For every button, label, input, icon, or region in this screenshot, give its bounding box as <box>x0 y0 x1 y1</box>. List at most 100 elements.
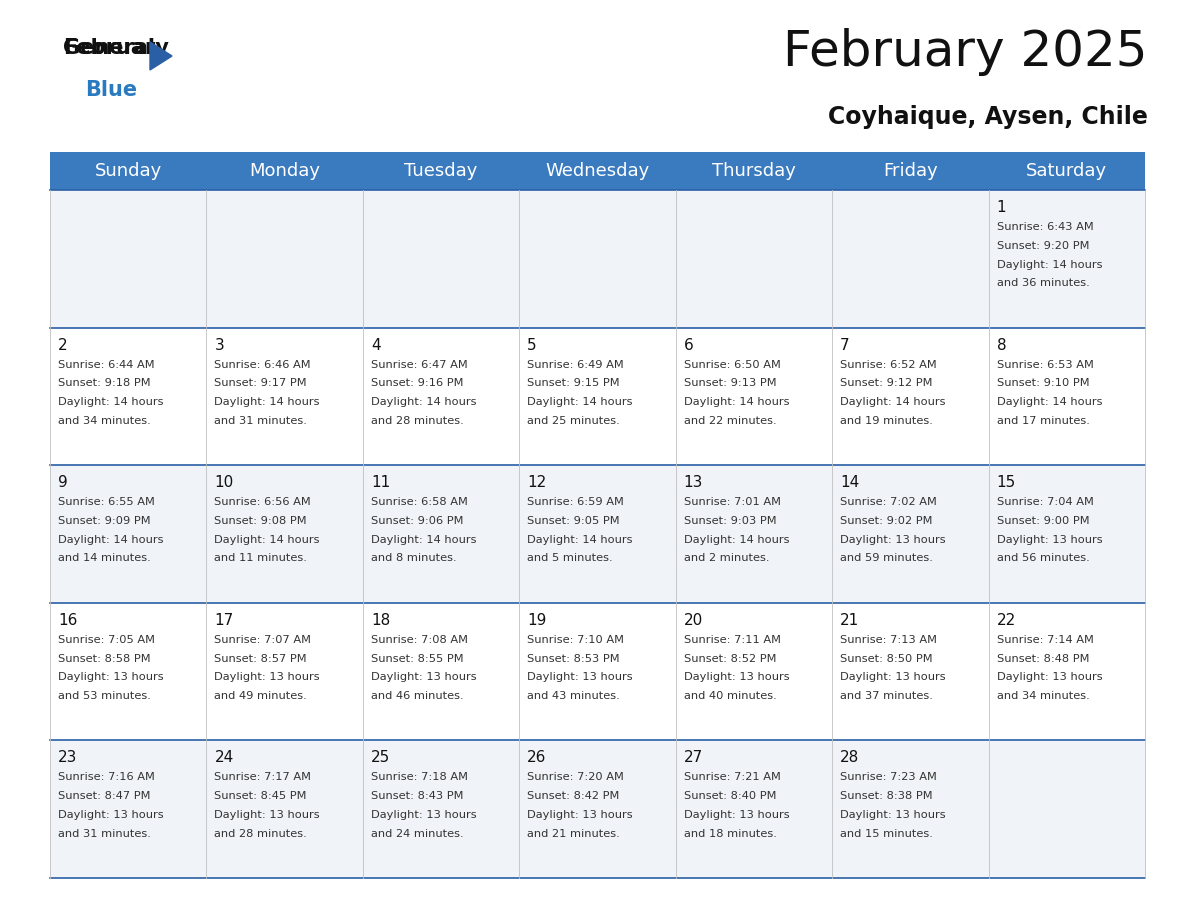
Text: 17: 17 <box>214 613 234 628</box>
Text: Sunset: 9:08 PM: Sunset: 9:08 PM <box>214 516 307 526</box>
Text: 9: 9 <box>58 476 68 490</box>
Text: February 2025: February 2025 <box>784 28 1148 76</box>
Text: Sunset: 9:02 PM: Sunset: 9:02 PM <box>840 516 933 526</box>
Text: Daylight: 13 hours: Daylight: 13 hours <box>58 672 164 682</box>
Text: Daylight: 13 hours: Daylight: 13 hours <box>58 810 164 820</box>
Text: 20: 20 <box>684 613 703 628</box>
Text: Sunset: 9:16 PM: Sunset: 9:16 PM <box>371 378 463 388</box>
Text: 11: 11 <box>371 476 390 490</box>
Text: General: General <box>63 38 154 58</box>
Text: 12: 12 <box>527 476 546 490</box>
Text: Sunrise: 6:56 AM: Sunrise: 6:56 AM <box>214 498 311 508</box>
Text: and 18 minutes.: and 18 minutes. <box>684 829 777 839</box>
Text: 2: 2 <box>58 338 68 353</box>
Text: Daylight: 14 hours: Daylight: 14 hours <box>527 397 633 407</box>
Polygon shape <box>150 42 172 70</box>
Text: and 21 minutes.: and 21 minutes. <box>527 829 620 839</box>
Bar <box>50 190 1145 328</box>
Text: 6: 6 <box>684 338 694 353</box>
Text: and 25 minutes.: and 25 minutes. <box>527 416 620 426</box>
Text: 15: 15 <box>997 476 1016 490</box>
Text: Sunset: 8:48 PM: Sunset: 8:48 PM <box>997 654 1089 664</box>
Text: February: February <box>63 38 169 58</box>
Text: Sunrise: 7:02 AM: Sunrise: 7:02 AM <box>840 498 937 508</box>
Text: Sunday: Sunday <box>95 162 162 180</box>
Text: Daylight: 13 hours: Daylight: 13 hours <box>840 810 946 820</box>
Text: Sunset: 8:38 PM: Sunset: 8:38 PM <box>840 791 933 801</box>
Text: Sunset: 9:10 PM: Sunset: 9:10 PM <box>997 378 1089 388</box>
Text: Daylight: 14 hours: Daylight: 14 hours <box>527 534 633 544</box>
Text: Daylight: 14 hours: Daylight: 14 hours <box>840 397 946 407</box>
Text: Sunrise: 6:47 AM: Sunrise: 6:47 AM <box>371 360 468 370</box>
Text: Sunset: 8:45 PM: Sunset: 8:45 PM <box>214 791 307 801</box>
Text: and 37 minutes.: and 37 minutes. <box>840 691 933 701</box>
Text: Sunset: 8:40 PM: Sunset: 8:40 PM <box>684 791 776 801</box>
Text: Sunrise: 7:17 AM: Sunrise: 7:17 AM <box>214 773 311 782</box>
Text: Sunrise: 6:58 AM: Sunrise: 6:58 AM <box>371 498 468 508</box>
Text: Tuesday: Tuesday <box>404 162 478 180</box>
Text: 28: 28 <box>840 750 859 766</box>
Text: 25: 25 <box>371 750 390 766</box>
Text: Monday: Monday <box>249 162 320 180</box>
Text: Sunset: 8:52 PM: Sunset: 8:52 PM <box>684 654 776 664</box>
Text: Saturday: Saturday <box>1026 162 1107 180</box>
Text: and 17 minutes.: and 17 minutes. <box>997 416 1089 426</box>
Text: Sunrise: 7:04 AM: Sunrise: 7:04 AM <box>997 498 1093 508</box>
Text: Sunset: 9:15 PM: Sunset: 9:15 PM <box>527 378 620 388</box>
Text: Sunset: 8:42 PM: Sunset: 8:42 PM <box>527 791 620 801</box>
Text: and 22 minutes.: and 22 minutes. <box>684 416 776 426</box>
Text: 3: 3 <box>214 338 225 353</box>
Text: Daylight: 13 hours: Daylight: 13 hours <box>371 672 476 682</box>
Text: 23: 23 <box>58 750 77 766</box>
Text: Sunrise: 6:59 AM: Sunrise: 6:59 AM <box>527 498 624 508</box>
Text: and 34 minutes.: and 34 minutes. <box>997 691 1089 701</box>
Text: Daylight: 13 hours: Daylight: 13 hours <box>684 672 789 682</box>
Text: 8: 8 <box>997 338 1006 353</box>
Text: Sunrise: 6:43 AM: Sunrise: 6:43 AM <box>997 222 1093 232</box>
Text: Sunrise: 7:13 AM: Sunrise: 7:13 AM <box>840 635 937 645</box>
Text: 26: 26 <box>527 750 546 766</box>
Text: 16: 16 <box>58 613 77 628</box>
Text: 27: 27 <box>684 750 703 766</box>
Text: Daylight: 14 hours: Daylight: 14 hours <box>684 397 789 407</box>
Text: 18: 18 <box>371 613 390 628</box>
Text: Daylight: 13 hours: Daylight: 13 hours <box>527 810 633 820</box>
Text: Sunrise: 7:10 AM: Sunrise: 7:10 AM <box>527 635 624 645</box>
Text: Sunrise: 7:16 AM: Sunrise: 7:16 AM <box>58 773 154 782</box>
Text: Sunset: 8:53 PM: Sunset: 8:53 PM <box>527 654 620 664</box>
Text: and 59 minutes.: and 59 minutes. <box>840 554 933 564</box>
Text: Daylight: 13 hours: Daylight: 13 hours <box>371 810 476 820</box>
Text: and 49 minutes.: and 49 minutes. <box>214 691 308 701</box>
Text: Daylight: 13 hours: Daylight: 13 hours <box>527 672 633 682</box>
Text: 10: 10 <box>214 476 234 490</box>
Text: Sunset: 9:20 PM: Sunset: 9:20 PM <box>997 241 1089 251</box>
Text: and 28 minutes.: and 28 minutes. <box>214 829 308 839</box>
Text: Sunrise: 6:55 AM: Sunrise: 6:55 AM <box>58 498 154 508</box>
Text: and 24 minutes.: and 24 minutes. <box>371 829 463 839</box>
Text: Sunrise: 7:07 AM: Sunrise: 7:07 AM <box>214 635 311 645</box>
Text: and 53 minutes.: and 53 minutes. <box>58 691 151 701</box>
Text: and 5 minutes.: and 5 minutes. <box>527 554 613 564</box>
Bar <box>50 603 1145 741</box>
Bar <box>50 152 1145 190</box>
Text: Sunset: 9:05 PM: Sunset: 9:05 PM <box>527 516 620 526</box>
Text: Daylight: 13 hours: Daylight: 13 hours <box>214 672 320 682</box>
Text: Daylight: 14 hours: Daylight: 14 hours <box>997 397 1102 407</box>
Text: and 8 minutes.: and 8 minutes. <box>371 554 456 564</box>
Text: Sunrise: 7:11 AM: Sunrise: 7:11 AM <box>684 635 781 645</box>
Text: Sunrise: 7:18 AM: Sunrise: 7:18 AM <box>371 773 468 782</box>
Text: Thursday: Thursday <box>712 162 796 180</box>
Text: Sunset: 9:13 PM: Sunset: 9:13 PM <box>684 378 776 388</box>
Text: Sunrise: 7:05 AM: Sunrise: 7:05 AM <box>58 635 154 645</box>
Text: Daylight: 13 hours: Daylight: 13 hours <box>997 534 1102 544</box>
Text: Daylight: 13 hours: Daylight: 13 hours <box>997 672 1102 682</box>
Text: Sunrise: 7:20 AM: Sunrise: 7:20 AM <box>527 773 624 782</box>
Text: Daylight: 14 hours: Daylight: 14 hours <box>58 397 164 407</box>
Text: Sunrise: 7:08 AM: Sunrise: 7:08 AM <box>371 635 468 645</box>
Bar <box>50 741 1145 878</box>
Text: 21: 21 <box>840 613 859 628</box>
Text: 13: 13 <box>684 476 703 490</box>
Text: Sunrise: 6:52 AM: Sunrise: 6:52 AM <box>840 360 937 370</box>
Text: and 2 minutes.: and 2 minutes. <box>684 554 769 564</box>
Text: Sunset: 8:50 PM: Sunset: 8:50 PM <box>840 654 933 664</box>
